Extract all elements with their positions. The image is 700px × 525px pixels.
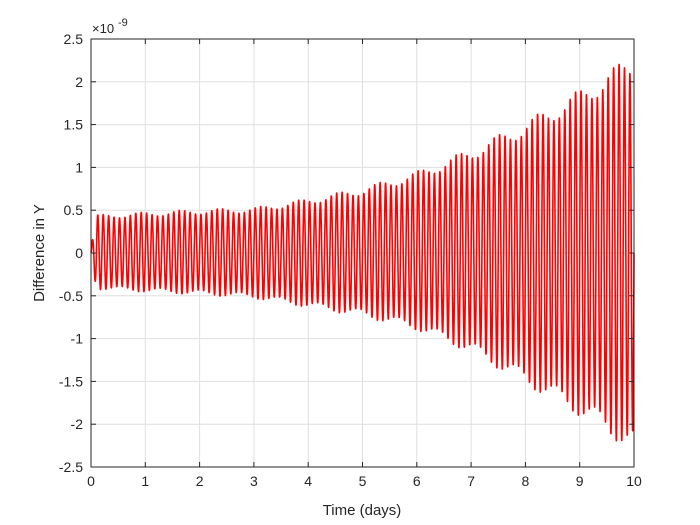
x-tick-label: 1 bbox=[141, 473, 149, 489]
y-exponent-base: ×10 bbox=[92, 21, 114, 36]
y-tick-label: -1 bbox=[71, 331, 84, 347]
tick-labels: 0 1 2 3 4 5 6 7 8 9 10 -2.5 -2 -1.5 -1 -0.5 0 0.5 1 1.5 2 2.5 bbox=[59, 31, 642, 489]
y-tick-label: 2 bbox=[75, 74, 83, 90]
y-tick-label: -2.5 bbox=[59, 459, 83, 475]
y-exponent-power: -9 bbox=[118, 17, 128, 29]
y-tick-label: 0.5 bbox=[64, 202, 84, 218]
x-tick-label: 4 bbox=[304, 473, 312, 489]
x-tick-label: 0 bbox=[87, 473, 95, 489]
y-tick-label: 2.5 bbox=[64, 31, 84, 47]
x-tick-label: 3 bbox=[250, 473, 258, 489]
y-tick-label: -1.5 bbox=[59, 373, 83, 389]
x-tick-label: 10 bbox=[626, 473, 642, 489]
x-tick-label: 6 bbox=[413, 473, 421, 489]
x-tick-label: 9 bbox=[576, 473, 584, 489]
y-tick-label: -0.5 bbox=[59, 288, 83, 304]
series-group bbox=[90, 63, 635, 442]
x-tick-label: 7 bbox=[467, 473, 475, 489]
y-tick-label: 1 bbox=[75, 159, 83, 175]
series-line bbox=[90, 63, 635, 442]
y-tick-label: 0 bbox=[75, 245, 83, 261]
y-tick-label: -2 bbox=[71, 416, 84, 432]
x-axis-label: Time (days) bbox=[323, 502, 402, 519]
x-tick-label: 8 bbox=[522, 473, 530, 489]
ticks bbox=[90, 38, 635, 468]
x-tick-label: 2 bbox=[196, 473, 204, 489]
x-tick-label: 5 bbox=[359, 473, 367, 489]
y-tick-label: 1.5 bbox=[64, 117, 84, 133]
y-axis-label: Difference in Y bbox=[31, 204, 48, 302]
y-exponent: ×10 -9 bbox=[92, 17, 128, 36]
